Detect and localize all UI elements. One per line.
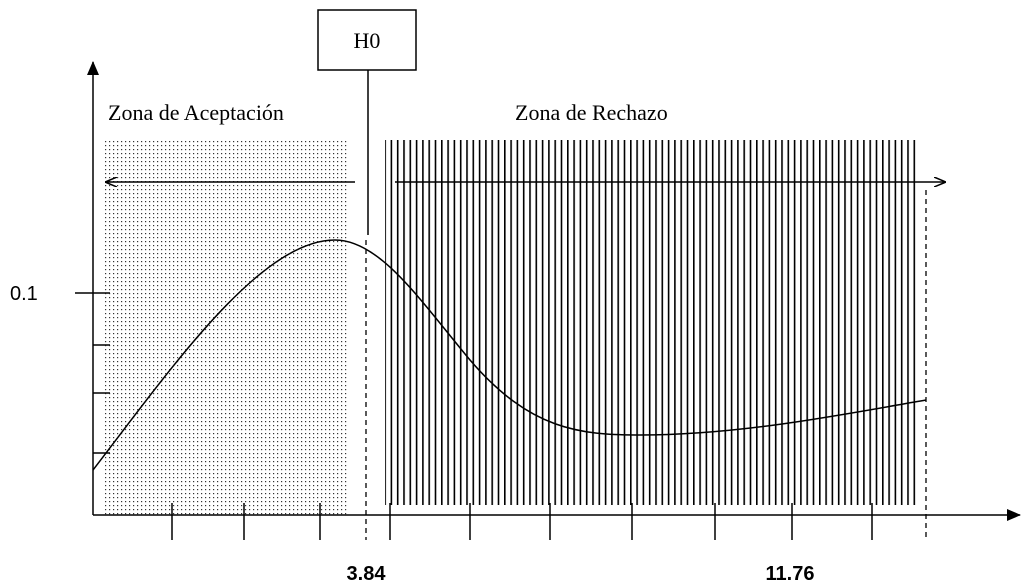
y-ticks bbox=[75, 292, 110, 454]
upper-value-label: 11.76 bbox=[766, 563, 815, 585]
distribution-curve bbox=[92, 239, 927, 471]
acceptance-label: Zona de Aceptación bbox=[108, 100, 284, 125]
h0-box bbox=[317, 9, 417, 71]
acceptance-region bbox=[104, 140, 348, 515]
x-ticks bbox=[171, 503, 873, 540]
h0-label: H0 bbox=[354, 28, 381, 53]
critical-value-label: 3.84 bbox=[347, 563, 387, 585]
rejection-region bbox=[385, 140, 916, 505]
rejection-label: Zona de Rechazo bbox=[515, 100, 668, 125]
y-tick-label: 0.1 bbox=[10, 283, 38, 305]
